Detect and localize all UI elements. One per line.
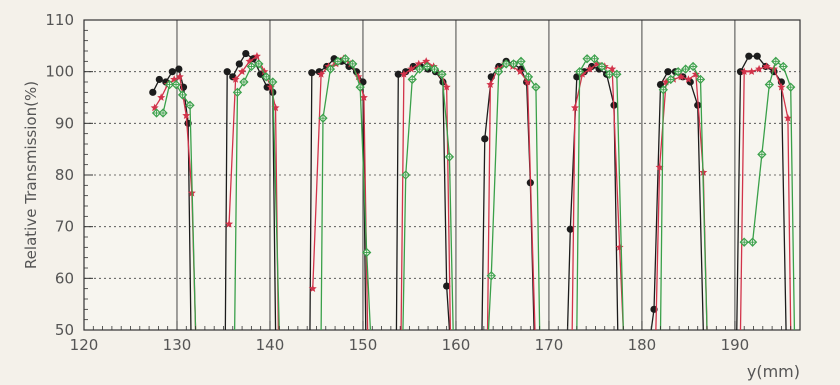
x-tick-label: 140 bbox=[256, 336, 285, 354]
data-point bbox=[516, 67, 525, 76]
data-point bbox=[523, 77, 532, 86]
x-tick-label: 150 bbox=[349, 336, 378, 354]
series-line bbox=[224, 52, 277, 330]
data-point bbox=[231, 75, 240, 83]
data-point bbox=[235, 60, 243, 68]
data-point bbox=[225, 219, 234, 228]
data-point bbox=[149, 88, 157, 96]
data-point bbox=[407, 64, 416, 73]
data-point bbox=[762, 62, 771, 70]
x-tick-label: 170 bbox=[535, 336, 564, 354]
data-point bbox=[443, 282, 451, 290]
data-point bbox=[783, 113, 792, 122]
data-point bbox=[414, 59, 423, 68]
data-point bbox=[168, 68, 176, 76]
data-point bbox=[747, 67, 756, 76]
data-point bbox=[399, 70, 408, 78]
y-tick-label: 110 bbox=[45, 11, 74, 29]
axis-ticks: 120 130 140 150 160 170 180 190 50 60 70 80 90 100 110 bbox=[45, 11, 792, 354]
data-point bbox=[182, 111, 191, 119]
data-point bbox=[740, 67, 749, 76]
y-tick-label: 60 bbox=[55, 269, 74, 287]
data-point bbox=[585, 64, 594, 73]
data-point bbox=[676, 72, 685, 81]
data-point bbox=[753, 52, 761, 60]
data-point bbox=[578, 70, 587, 78]
data-point bbox=[422, 57, 431, 65]
x-tick-label: 120 bbox=[70, 336, 99, 354]
data-point bbox=[745, 52, 753, 60]
data-point bbox=[238, 67, 247, 76]
data-point bbox=[175, 65, 183, 73]
x-tick-label: 180 bbox=[628, 336, 657, 354]
data-point bbox=[354, 72, 363, 81]
data-point bbox=[252, 51, 261, 60]
data-point bbox=[755, 64, 764, 73]
x-tick-label: 160 bbox=[442, 336, 471, 354]
data-point bbox=[308, 284, 317, 293]
data-point bbox=[242, 49, 250, 58]
data-point bbox=[157, 93, 166, 101]
data-point bbox=[394, 70, 402, 78]
series-line bbox=[744, 60, 796, 330]
y-tick-label: 100 bbox=[45, 63, 74, 81]
data-point bbox=[777, 82, 786, 91]
data-point bbox=[570, 103, 579, 112]
x-tick-label: 190 bbox=[721, 336, 750, 354]
data-point bbox=[223, 68, 231, 76]
data-point bbox=[317, 70, 326, 78]
data-point bbox=[155, 75, 163, 84]
data-point bbox=[566, 225, 574, 233]
data-point bbox=[442, 82, 451, 91]
data-point bbox=[308, 69, 316, 77]
data-point bbox=[359, 93, 368, 101]
data-point bbox=[655, 163, 664, 171]
y-axis-label: Relative Transmission(%) bbox=[22, 81, 40, 269]
data-point bbox=[664, 68, 672, 76]
y-tick-label: 50 bbox=[55, 321, 74, 339]
y-tick-label: 70 bbox=[55, 218, 74, 236]
series-open-diamond bbox=[151, 54, 796, 330]
x-axis-label: y(mm) bbox=[747, 362, 800, 381]
x-tick-label: 130 bbox=[163, 336, 192, 354]
y-tick-label: 80 bbox=[55, 166, 74, 184]
y-tick-label: 90 bbox=[55, 114, 74, 132]
data-point bbox=[486, 80, 495, 88]
data-point bbox=[481, 135, 489, 143]
series-layer bbox=[149, 49, 796, 330]
data-point bbox=[684, 75, 693, 83]
data-point bbox=[175, 72, 184, 81]
